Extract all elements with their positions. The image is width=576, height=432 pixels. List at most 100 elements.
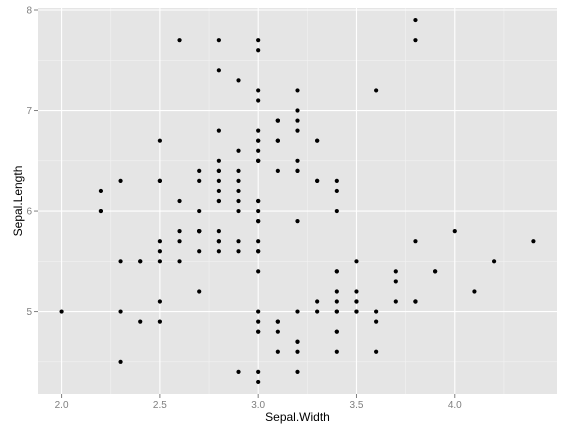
x-tick-label: 3.5	[350, 400, 364, 411]
data-point	[374, 319, 379, 324]
data-point	[413, 239, 418, 244]
data-point	[236, 188, 241, 194]
data-point	[216, 198, 221, 204]
data-point	[256, 198, 261, 204]
data-point	[216, 178, 221, 183]
data-point	[275, 319, 280, 324]
data-point	[315, 178, 320, 183]
x-tick-label: 2.5	[153, 400, 167, 411]
data-point	[334, 269, 339, 274]
x-tick-label: 4.0	[448, 400, 462, 411]
data-point	[216, 229, 221, 234]
data-point	[216, 38, 221, 43]
y-tick-label: 8	[26, 6, 32, 17]
x-axis-ticks: 2.0 2.5 3.0 3.5 4.0	[55, 394, 462, 411]
data-point	[295, 349, 300, 354]
data-point	[295, 369, 300, 374]
data-point	[157, 319, 162, 324]
data-point	[354, 309, 359, 314]
data-point	[334, 309, 339, 314]
data-point	[256, 219, 261, 224]
y-axis-title: Sepal.Length	[11, 166, 25, 237]
data-point	[236, 208, 241, 214]
data-point	[334, 349, 339, 354]
data-point	[256, 239, 261, 244]
plot-panel	[38, 8, 557, 394]
data-point	[118, 259, 123, 264]
data-point	[236, 168, 241, 173]
data-point	[374, 349, 379, 354]
data-point	[334, 178, 339, 183]
data-point	[197, 168, 202, 173]
data-point	[236, 148, 241, 153]
data-point	[256, 208, 261, 214]
data-point	[256, 309, 261, 314]
data-point	[452, 229, 457, 234]
data-point	[354, 259, 359, 264]
data-point	[216, 68, 221, 73]
data-point	[413, 38, 418, 43]
data-point	[157, 178, 162, 183]
data-point	[491, 259, 497, 264]
data-point	[236, 369, 241, 374]
data-point	[295, 108, 300, 113]
data-point	[256, 158, 261, 163]
data-point	[256, 319, 261, 324]
data-point	[256, 88, 261, 93]
x-tick-label: 3.0	[251, 400, 265, 411]
data-point	[393, 269, 398, 274]
data-point	[334, 289, 339, 294]
data-point	[531, 239, 536, 244]
data-point	[177, 239, 182, 244]
data-point	[256, 138, 261, 143]
data-point	[118, 359, 123, 364]
data-point	[315, 138, 320, 143]
data-point	[393, 279, 398, 284]
data-point	[315, 309, 320, 314]
data-point	[433, 269, 438, 274]
data-point	[295, 219, 300, 224]
data-point	[236, 239, 241, 244]
data-point	[236, 178, 241, 183]
data-point	[275, 329, 280, 334]
data-point	[315, 299, 320, 304]
y-tick-label: 6	[26, 207, 32, 218]
data-point	[295, 309, 300, 314]
data-point	[472, 289, 477, 294]
data-point	[197, 229, 202, 234]
x-axis-title: Sepal.Width	[265, 410, 330, 424]
data-point	[256, 48, 261, 53]
data-point	[295, 128, 300, 133]
data-point	[216, 168, 221, 173]
data-point	[295, 88, 300, 93]
data-point	[354, 299, 359, 304]
y-tick-label: 7	[26, 106, 32, 117]
data-point	[256, 98, 261, 103]
data-point	[236, 249, 241, 254]
data-point	[197, 289, 202, 294]
data-point	[98, 188, 104, 194]
data-point	[334, 329, 339, 334]
data-point	[157, 299, 162, 304]
data-point	[98, 208, 104, 214]
data-point	[157, 259, 162, 264]
y-axis-ticks: 5 6 7 8	[26, 6, 38, 318]
data-point	[295, 158, 300, 163]
data-point	[334, 188, 339, 194]
data-point	[138, 319, 143, 324]
data-point	[197, 178, 202, 183]
data-point	[177, 198, 182, 204]
data-point	[413, 17, 418, 23]
data-point	[374, 309, 379, 314]
data-point	[197, 208, 202, 214]
data-point	[256, 269, 261, 274]
data-point	[216, 188, 221, 194]
data-point	[256, 148, 261, 153]
data-point	[177, 38, 182, 43]
data-point	[393, 299, 398, 304]
data-point	[138, 259, 143, 264]
data-point	[236, 78, 241, 83]
data-point	[236, 198, 241, 204]
data-point	[295, 168, 300, 173]
data-point	[59, 309, 64, 314]
